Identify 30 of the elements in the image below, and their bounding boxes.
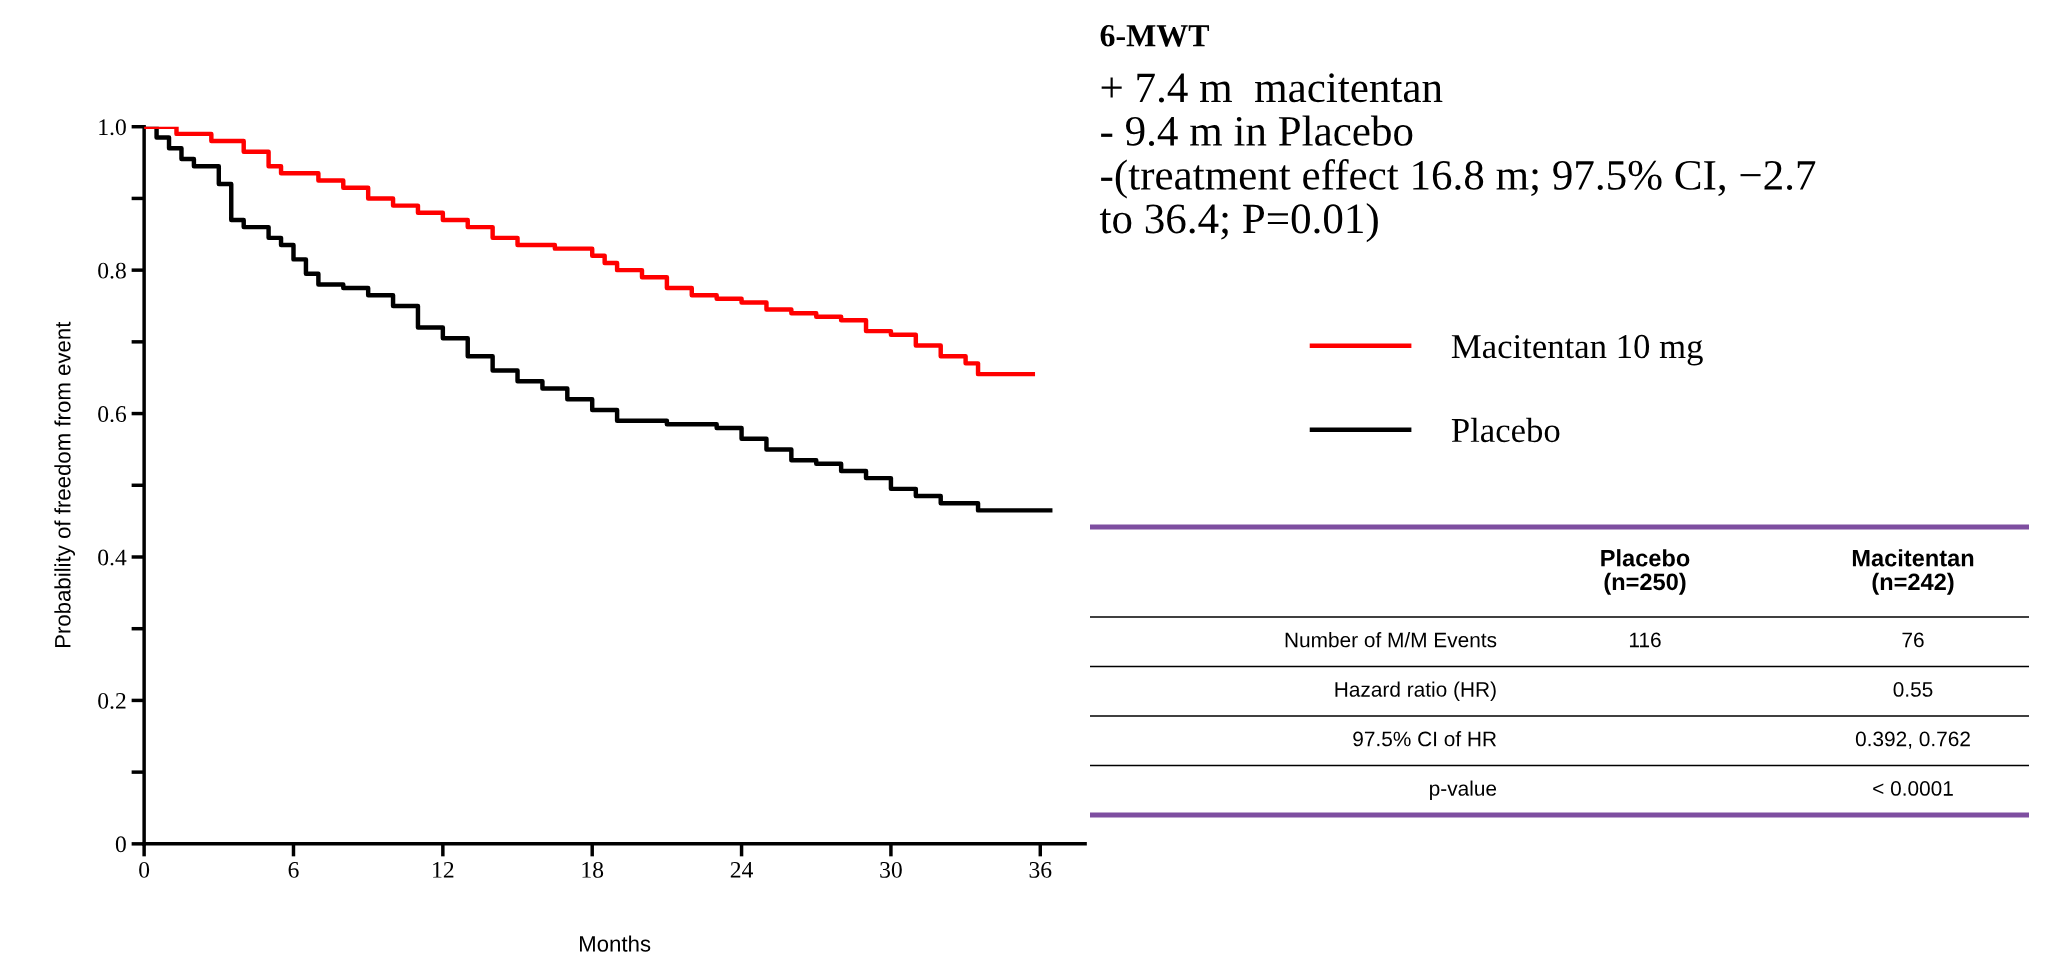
legend-label: Placebo xyxy=(1451,417,1560,443)
x-tick-label: 36 xyxy=(1029,861,1052,878)
y-tick-label: 0.4 xyxy=(98,549,127,566)
text: + 7.4 m macitentan - 9.4 m in Placebo -(treatment effect 16.8 m; 97.5% CI, −2.7 to 36.4; P=0.01) xyxy=(1099,73,1816,243)
text: 6-MWT xyxy=(1100,25,1210,47)
text: Placebo (n=250) xyxy=(1601,549,1690,595)
y-tick-label: 0.2 xyxy=(98,692,126,709)
x-tick-label: 12 xyxy=(433,861,454,878)
y-axis-title: Probability of freedom from event xyxy=(54,321,76,648)
text: 76 xyxy=(1902,632,1924,648)
x-tick-label: 30 xyxy=(880,861,902,878)
text: 0.392, 0.762 xyxy=(1855,731,1970,749)
y-tick-label: 0.8 xyxy=(98,262,126,279)
x-tick-label: 0 xyxy=(139,861,150,878)
text: p-value xyxy=(1430,780,1497,800)
y-tick-label: 0.6 xyxy=(98,406,127,423)
text: Number of M/M Events xyxy=(1285,632,1497,648)
y-tick-label: 1.0 xyxy=(99,119,126,136)
x-tick-label: 6 xyxy=(288,861,299,878)
text: 97.5% CI of HR xyxy=(1353,731,1497,747)
x-axis-title: Months xyxy=(580,935,651,952)
x-tick-label: 24 xyxy=(730,861,753,878)
legend-label: Macitentan 10 mg xyxy=(1451,334,1703,366)
text: < 0.0001 xyxy=(1873,781,1953,796)
text: Hazard ratio (HR) xyxy=(1335,681,1496,701)
text: Macitentan (n=242) xyxy=(1852,549,1974,595)
x-tick-label: 18 xyxy=(582,861,604,878)
text: 0.55 xyxy=(1893,682,1933,697)
y-tick-label: 0 xyxy=(115,836,126,853)
text: 116 xyxy=(1629,632,1661,648)
